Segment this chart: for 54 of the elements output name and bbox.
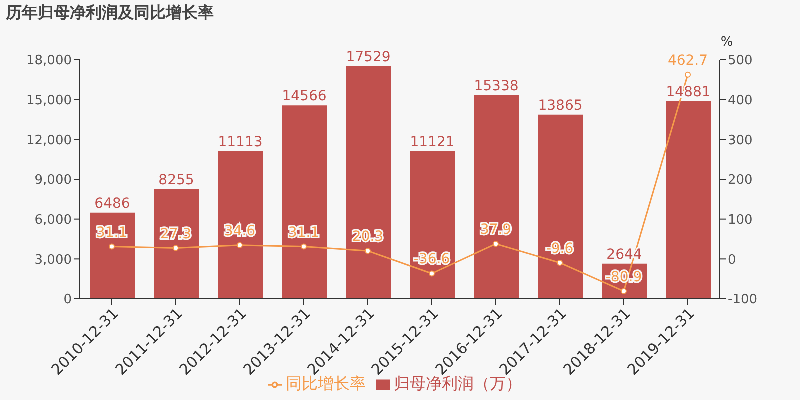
y2-tick-label: 0	[728, 252, 736, 268]
y-tick-label: 15,000	[26, 93, 72, 108]
point	[493, 241, 499, 248]
y2-tick-label: 100	[728, 212, 753, 228]
data-label: 14566	[282, 88, 327, 105]
y2-axis-title: %	[720, 35, 734, 50]
data-label: 31.1	[96, 224, 128, 241]
data-label: 462.7	[668, 52, 708, 69]
y2-tick-label: 300	[728, 133, 753, 148]
bar	[218, 151, 263, 299]
chart-title: 历年归母净利润及同比增长率	[6, 3, 214, 24]
legend-label: 同比增长率	[286, 374, 366, 393]
bar	[282, 106, 327, 299]
data-label: -9.6	[546, 240, 574, 257]
bar	[410, 151, 455, 299]
y-tick-label: 0	[64, 292, 72, 308]
data-label: 15338	[474, 78, 519, 94]
bar	[474, 95, 519, 299]
bar	[90, 212, 135, 299]
y2-tick-label: -100	[728, 292, 758, 308]
bar	[666, 101, 711, 299]
data-label: 6486	[94, 196, 130, 212]
point	[109, 244, 115, 250]
data-label: 8255	[158, 172, 194, 188]
data-label: 20.3	[352, 229, 384, 246]
data-label: 31.1	[288, 224, 320, 241]
point	[173, 245, 179, 252]
data-label: 37.9	[480, 222, 512, 238]
bar	[346, 66, 391, 299]
point	[621, 288, 627, 294]
data-label: 11121	[410, 134, 455, 150]
data-label: -36.6	[414, 252, 450, 268]
y2-tick-label: 400	[728, 93, 753, 108]
bar	[154, 189, 199, 299]
point	[557, 260, 563, 266]
y-tick-label: 6,000	[34, 212, 72, 228]
data-label: 11113	[218, 134, 263, 150]
data-label: 27.3	[160, 226, 192, 242]
point	[685, 72, 691, 78]
y-tick-label: 12,000	[26, 133, 72, 148]
data-label: 17529	[346, 49, 391, 66]
y-tick-label: 3,000	[34, 252, 72, 268]
point	[301, 244, 307, 250]
y2-tick-label: 500	[728, 54, 753, 69]
legend-label: 归母净利润（万）	[394, 374, 522, 393]
y2-tick-label: 200	[728, 173, 753, 188]
y-tick-label: 9,000	[34, 173, 72, 188]
point	[237, 242, 243, 248]
data-label: 34.6	[224, 223, 256, 240]
bar	[538, 114, 583, 299]
point	[429, 270, 435, 277]
point	[365, 248, 371, 254]
data-label: 13865	[538, 98, 583, 114]
y-tick-label: 18,000	[26, 54, 72, 69]
